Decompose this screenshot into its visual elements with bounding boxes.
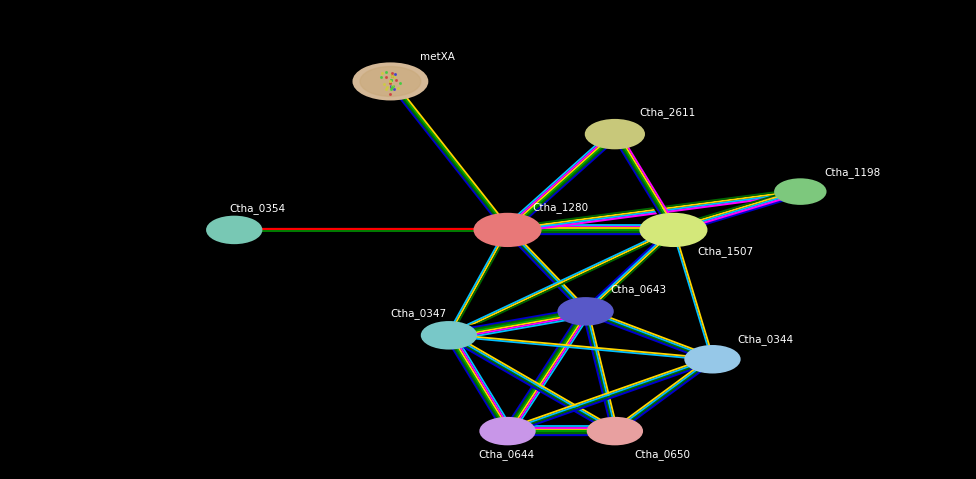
- Text: Ctha_0650: Ctha_0650: [634, 449, 690, 460]
- Circle shape: [558, 298, 613, 325]
- Text: Ctha_0354: Ctha_0354: [229, 203, 286, 214]
- Circle shape: [422, 322, 476, 349]
- Text: metXA: metXA: [420, 52, 455, 62]
- Circle shape: [775, 179, 826, 204]
- Text: Ctha_2611: Ctha_2611: [639, 107, 696, 118]
- Text: Ctha_1280: Ctha_1280: [532, 202, 589, 213]
- Circle shape: [474, 214, 541, 246]
- Text: Ctha_0643: Ctha_0643: [610, 284, 667, 295]
- Text: Ctha_1507: Ctha_1507: [698, 246, 754, 257]
- Circle shape: [353, 63, 427, 100]
- Circle shape: [207, 217, 262, 243]
- Circle shape: [640, 214, 707, 246]
- Text: Ctha_1198: Ctha_1198: [825, 167, 881, 178]
- Circle shape: [480, 418, 535, 445]
- Text: Ctha_0347: Ctha_0347: [390, 308, 447, 319]
- Text: Ctha_0344: Ctha_0344: [737, 334, 793, 345]
- Circle shape: [588, 418, 642, 445]
- Circle shape: [586, 120, 644, 148]
- Circle shape: [685, 346, 740, 373]
- Text: Ctha_0644: Ctha_0644: [478, 449, 535, 460]
- Circle shape: [360, 67, 421, 96]
